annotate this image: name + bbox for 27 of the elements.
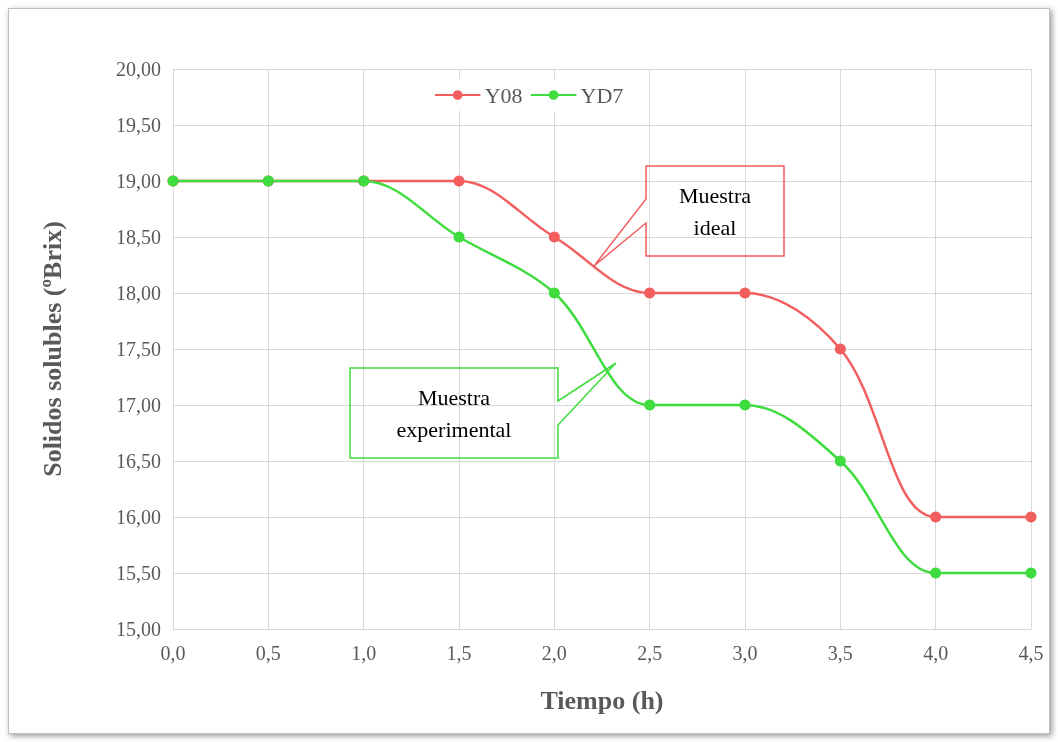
x-tick-label: 4,0 bbox=[923, 642, 949, 664]
x-tick-label: 0,0 bbox=[160, 642, 186, 664]
y-tick-label: 17,00 bbox=[116, 394, 161, 416]
y-tick-label: 16,50 bbox=[116, 450, 161, 472]
legend-label: Y08 bbox=[484, 82, 523, 108]
y-tick-label: 15,50 bbox=[116, 562, 161, 584]
y-tick-label: 18,50 bbox=[116, 226, 161, 248]
y-tick-label: 17,50 bbox=[116, 338, 161, 360]
annotation: Muestra experimental bbox=[396, 384, 512, 442]
x-tick-label: 3,5 bbox=[827, 642, 853, 664]
y-axis-title: Solidos solubles (ºBrix) bbox=[37, 221, 67, 477]
y-tick-label: 16,00 bbox=[116, 506, 161, 528]
legend-label: YD7 bbox=[580, 82, 624, 108]
x-tick-label: 0,5 bbox=[255, 642, 281, 664]
x-tick-label: 2,5 bbox=[637, 642, 663, 664]
x-tick-label: 1,5 bbox=[446, 642, 472, 664]
annotation: Muestra ideal bbox=[678, 182, 752, 240]
x-tick-label: 4,5 bbox=[1018, 642, 1044, 664]
y-tick-label: 18,00 bbox=[116, 282, 161, 304]
y-tick-label: 20,00 bbox=[116, 58, 161, 80]
x-tick-label: 3,0 bbox=[732, 642, 758, 664]
x-axis-title: Tiempo (h) bbox=[540, 685, 664, 715]
y-tick-label: 19,00 bbox=[116, 170, 161, 192]
y-tick-label: 19,50 bbox=[116, 114, 161, 136]
y-tick-label: 15,00 bbox=[116, 618, 161, 640]
x-tick-label: 2,0 bbox=[541, 642, 567, 664]
x-tick-label: 1,0 bbox=[351, 642, 377, 664]
